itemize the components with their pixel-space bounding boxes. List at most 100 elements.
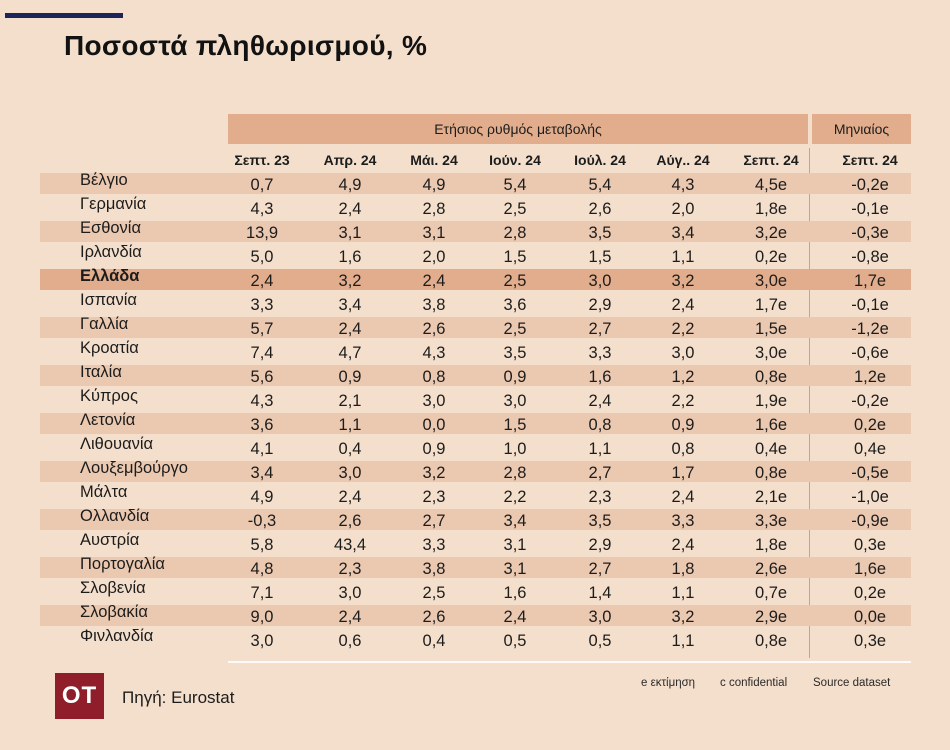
monthly-value: -0,1e: [851, 296, 889, 314]
annual-value: 3,4: [250, 464, 274, 482]
annual-value: 2,4: [671, 536, 695, 554]
annual-value: 5,8: [250, 536, 274, 554]
annual-value: 3,2: [338, 272, 362, 290]
source-label: Πηγή: Eurostat: [122, 688, 235, 707]
row-background: [40, 557, 911, 578]
annual-value: 0,9: [503, 368, 527, 386]
annual-value: 5,4: [503, 176, 527, 194]
annual-value: 2,4: [671, 488, 695, 506]
annual-value: 3,2: [671, 272, 695, 290]
annual-value: 2,3: [422, 488, 446, 506]
table-row: Σλοβακία 9,0 2,4 2,6 2,4 3,0 3,2 2,9e 0,0e: [40, 603, 911, 626]
monthly-value: 0,0e: [853, 608, 887, 626]
annual-value: 3,4: [338, 296, 362, 314]
annual-value: 5,0: [250, 248, 274, 266]
table-bottom-rule: [228, 661, 911, 663]
table-row: Ιταλία 5,6 0,9 0,8 0,9 1,6 1,2 0,8e 1,2e: [40, 363, 911, 386]
country-name: Ιρλανδία: [80, 243, 142, 261]
table-row: Μάλτα 4,9 2,4 2,3 2,2 2,3 2,4 2,1e -1,0e: [40, 483, 911, 506]
annual-value: 2,4: [422, 272, 446, 290]
annual-value: 0,8: [671, 440, 695, 458]
annual-value: 1,8e: [754, 200, 788, 218]
annual-value: 0,8e: [754, 464, 788, 482]
annual-value: 3,5: [588, 512, 612, 530]
country-name: Σλοβενία: [80, 579, 146, 597]
country-name: Λετονία: [80, 411, 136, 429]
country-name: Βέλγιο: [80, 171, 128, 189]
annual-value: 3,0: [422, 392, 446, 410]
row-background: [40, 509, 911, 530]
annual-value: 5,4: [588, 176, 612, 194]
monthly-value: 1,6e: [853, 560, 887, 578]
annual-value: 1,6: [588, 368, 612, 386]
annual-value: 4,3: [250, 392, 274, 410]
monthly-value: -0,5e: [851, 464, 889, 482]
country-name: Λιθουανία: [80, 435, 154, 453]
annual-value: 43,4: [333, 536, 367, 554]
annual-value: 2,8: [503, 224, 527, 242]
column-header: Ιούλ. 24: [574, 152, 626, 168]
annual-value: 2,9e: [754, 608, 788, 626]
annual-value: 0,9: [338, 368, 362, 386]
row-background: [40, 461, 911, 482]
annual-value: 1,7e: [754, 296, 788, 314]
annual-value: 1,4: [588, 584, 612, 602]
annual-value: 3,8: [422, 560, 446, 578]
annual-value: 1,2: [671, 368, 695, 386]
annual-value: 2,0: [671, 200, 695, 218]
annual-value: 3,3: [671, 512, 695, 530]
monthly-value: 0,2e: [853, 416, 887, 434]
monthly-value: -0,2e: [851, 392, 889, 410]
annual-value: 3,1: [422, 224, 446, 242]
column-header: Σεπτ. 23: [234, 152, 290, 168]
annual-value: 1,6e: [754, 416, 788, 434]
note-estimate: e εκτίμηση: [641, 677, 696, 689]
row-background: [40, 365, 911, 386]
annual-value: 1,1: [671, 632, 695, 650]
annual-value: 2,4: [250, 272, 274, 290]
annual-value: 0,5: [588, 632, 612, 650]
country-name: Ελλάδα: [80, 267, 140, 285]
monthly-value: 0,3e: [853, 536, 887, 554]
annual-value: 0,2e: [754, 248, 788, 266]
annual-value: 0,5: [503, 632, 527, 650]
country-name: Γαλλία: [80, 315, 129, 333]
table-row: Πορτογαλία 4,8 2,3 3,8 3,1 2,7 1,8 2,6e 1,6e: [40, 555, 911, 578]
annual-value: 3,0: [588, 272, 612, 290]
annual-value: 0,4: [338, 440, 362, 458]
annual-value: 3,4: [503, 512, 527, 530]
annual-value: 0,9: [671, 416, 695, 434]
monthly-value: 0,3e: [853, 632, 887, 650]
annual-value: 0,8e: [754, 632, 788, 650]
annual-value: 9,0: [250, 608, 274, 626]
annual-value: 1,0: [503, 440, 527, 458]
table-row: Λουξεμβούργο 3,4 3,0 3,2 2,8 2,7 1,7 0,8e -0,5e: [40, 459, 911, 482]
annual-value: 2,8: [503, 464, 527, 482]
table-row: Κροατία 7,4 4,7 4,3 3,5 3,3 3,0 3,0e -0,6e: [40, 339, 911, 362]
annual-value: 4,9: [422, 176, 446, 194]
annual-value: 1,1: [671, 248, 695, 266]
source-dataset-link[interactable]: Source dataset: [813, 677, 891, 689]
annual-value: 2,6: [422, 608, 446, 626]
country-name: Γερμανία: [80, 195, 147, 213]
annual-value: 2,9: [588, 536, 612, 554]
country-name: Κροατία: [80, 339, 139, 357]
annual-value: 0,7e: [754, 584, 788, 602]
row-background: [40, 269, 911, 290]
title-accent-bar: [5, 13, 123, 18]
annual-value: 4,9: [250, 488, 274, 506]
annual-value: 2,4: [338, 488, 362, 506]
annual-value: 3,5: [588, 224, 612, 242]
annual-value: 3,1: [503, 560, 527, 578]
column-header: Μάι. 24: [410, 152, 458, 168]
annual-value: 2,4: [338, 608, 362, 626]
table-row: Γερμανία 4,3 2,4 2,8 2,5 2,6 2,0 1,8e -0,1e: [40, 195, 911, 218]
country-name: Φινλανδία: [80, 627, 154, 645]
annual-value: 0,8: [422, 368, 446, 386]
annual-value: 3,2: [671, 608, 695, 626]
annual-value: 4,3: [422, 344, 446, 362]
annual-value: 3,0: [338, 584, 362, 602]
row-background: [40, 605, 911, 626]
table-row: Αυστρία 5,8 43,4 3,3 3,1 2,9 2,4 1,8e 0,3e: [40, 531, 911, 554]
annual-value: 2,6: [338, 512, 362, 530]
